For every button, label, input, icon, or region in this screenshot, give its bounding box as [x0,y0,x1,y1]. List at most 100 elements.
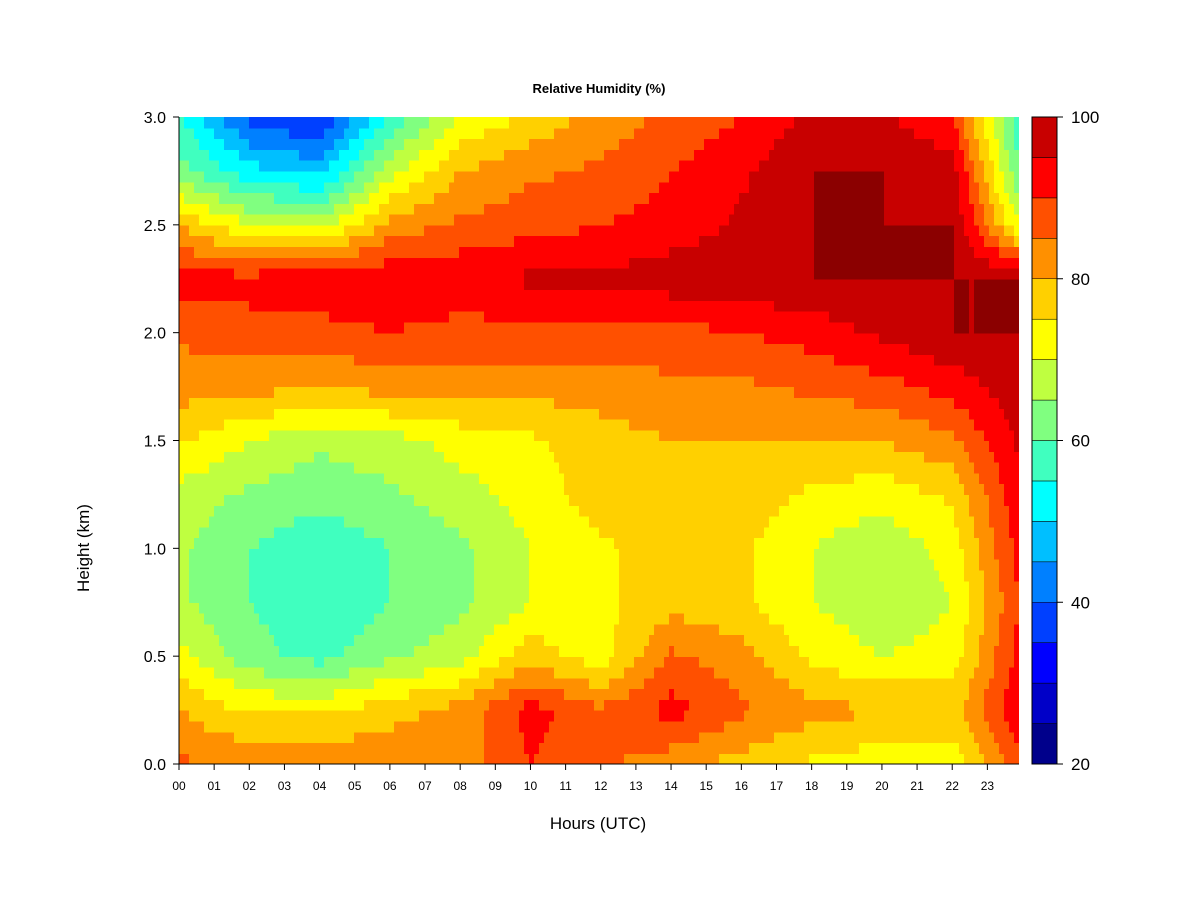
heatmap-cell [869,753,875,764]
heatmap-cell [684,720,690,733]
heatmap-cell [939,623,945,636]
heatmap-cell [984,623,990,636]
heatmap-cell [884,645,890,657]
heatmap-cell [589,451,595,463]
heatmap-cell [964,742,970,754]
heatmap-cell [499,753,505,764]
heatmap-cell [374,526,380,539]
heatmap-cell [274,666,280,679]
heatmap-cell [359,666,365,679]
heatmap-cell [434,710,440,722]
heatmap-cell [514,753,520,764]
heatmap-cell [504,720,510,733]
heatmap-cell [719,526,725,539]
heatmap-cell [649,515,655,528]
heatmap-cell [969,688,975,700]
heatmap-cell [234,613,240,625]
heatmap-cell [714,634,720,646]
heatmap-cell [709,699,715,711]
heatmap-cell [269,710,275,722]
heatmap-cell [199,656,205,668]
heatmap-cell [974,548,980,560]
heatmap-cell [229,515,235,528]
heatmap-cell [999,483,1005,496]
heatmap-cell [1009,602,1015,614]
heatmap-cell [989,623,995,636]
heatmap-cell [434,656,440,668]
heatmap-cell [299,699,305,711]
heatmap-cell [769,494,775,506]
heatmap-cell [524,462,530,474]
heatmap-cell [379,580,385,593]
heatmap-cell [989,483,995,496]
heatmap-cell [714,666,720,679]
heatmap-cell [569,613,575,625]
heatmap-cell [269,580,275,593]
heatmap-cell [979,602,985,614]
heatmap-cell [319,623,325,636]
heatmap-cell [684,451,690,463]
heatmap-cell [939,462,945,474]
heatmap-cell [799,720,805,733]
heatmap-cell [369,559,375,571]
heatmap-cell [924,494,930,506]
heatmap-cell [184,462,190,474]
heatmap-cell [764,526,770,539]
heatmap-cell [999,462,1005,474]
heatmap-cell [754,559,760,571]
heatmap-cell [719,645,725,657]
heatmap-cell [439,548,445,560]
heatmap-cell [614,569,620,582]
heatmap-cell [839,580,845,593]
heatmap-cell [909,602,915,614]
heatmap-cell [919,483,925,496]
heatmap-cell [599,656,605,668]
heatmap-cell [899,720,905,733]
heatmap-cell [389,613,395,625]
heatmap-cell [504,688,510,700]
heatmap-cell [509,634,515,646]
heatmap-cell [199,451,205,463]
heatmap-cell [549,710,555,722]
heatmap-cell [199,602,205,614]
heatmap-cell [849,580,855,593]
heatmap-cell [799,483,805,496]
heatmap-cell [959,548,965,560]
heatmap-cell [919,688,925,700]
heatmap-cell [294,688,300,700]
heatmap-cell [854,720,860,733]
heatmap-cell [384,472,390,485]
heatmap-cell [434,634,440,646]
heatmap-cell [769,462,775,474]
heatmap-cell [524,526,530,539]
heatmap-cell [564,720,570,733]
heatmap-cell [459,753,465,764]
heatmap-cell [1014,623,1019,636]
heatmap-cell [179,656,185,668]
heatmap-cell [734,580,740,593]
heatmap-cell [739,537,745,549]
heatmap-cell [989,515,995,528]
heatmap-cell [784,720,790,733]
heatmap-cell [534,710,540,722]
heatmap-cell [299,494,305,506]
heatmap-cell [704,656,710,668]
heatmap-cell [949,548,955,560]
heatmap-cell [344,720,350,733]
heatmap-cell [969,580,975,593]
heatmap-cell [864,451,870,463]
heatmap-cell [924,537,930,549]
heatmap-cell [339,515,345,528]
heatmap-cell [389,559,395,571]
heatmap-cell [519,472,525,485]
heatmap-cell [774,440,780,452]
heatmap-cell [639,645,645,657]
heatmap-cell [449,720,455,733]
heatmap-cell [599,699,605,711]
heatmap-cell [189,623,195,636]
heatmap-cell [909,645,915,657]
heatmap-cell [464,645,470,657]
heatmap-cell [569,548,575,560]
heatmap-cell [964,483,970,496]
heatmap-cell [524,699,530,711]
